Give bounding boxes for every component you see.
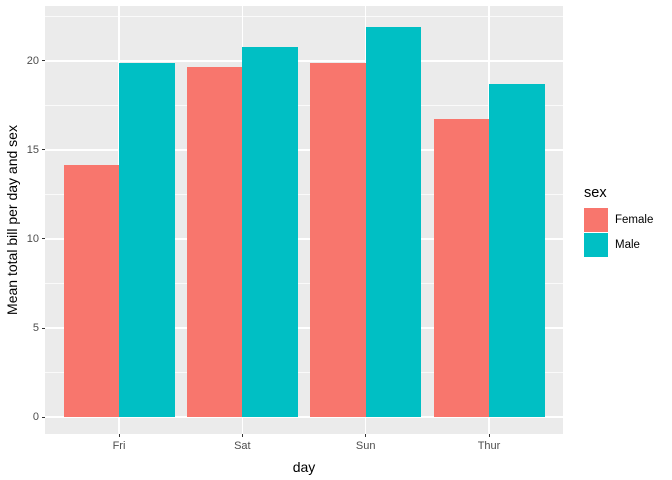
- y-tick-label: 5: [32, 322, 39, 335]
- legend-title: sex: [584, 185, 607, 201]
- bar-female-sat: [186, 66, 243, 418]
- x-tick-label-sun: Sun: [355, 440, 376, 452]
- legend-label: Male: [615, 239, 640, 251]
- legend-label: Female: [615, 214, 654, 226]
- x-axis-title: day: [292, 459, 316, 475]
- gridline-major: [45, 149, 563, 151]
- bar-female-fri: [63, 165, 119, 418]
- gridline-minor: [45, 283, 563, 284]
- legend-items: Female Male: [584, 208, 653, 257]
- x-tick-mark: [241, 434, 243, 437]
- bar-male-sun: [365, 27, 422, 418]
- gridline-minor: [45, 15, 563, 17]
- gridline-minor: [45, 372, 563, 373]
- x-tick-label-thur: Thur: [477, 440, 501, 452]
- plot-panel: [45, 6, 563, 434]
- y-tick-label: 10: [26, 232, 39, 245]
- gridline-minor: [45, 193, 563, 195]
- y-tick-mark: [42, 149, 45, 151]
- gridline-minor: [45, 104, 563, 106]
- legend-key-swatch: [584, 208, 608, 232]
- y-tick-label: 0: [32, 411, 39, 424]
- bar-female-sun: [310, 63, 366, 418]
- gridline-major: [45, 60, 563, 62]
- gridline-major: [45, 416, 563, 418]
- y-tick-label: 20: [26, 54, 39, 67]
- x-tick-mark: [118, 434, 120, 437]
- y-tick-mark: [42, 416, 45, 418]
- x-tick-label-sat: Sat: [234, 440, 251, 452]
- bar-male-sat: [242, 46, 298, 418]
- legend-item-female: Female: [584, 208, 653, 232]
- x-tick-mark: [488, 434, 490, 437]
- legend-key-swatch: [584, 233, 608, 257]
- y-tick-label: 15: [26, 143, 39, 156]
- y-tick-mark: [42, 238, 45, 240]
- legend-item-male: Male: [584, 233, 653, 257]
- gridline-major: [45, 327, 563, 329]
- bar-male-thur: [489, 83, 545, 418]
- x-tick-mark: [365, 434, 367, 437]
- bar-male-fri: [119, 63, 175, 418]
- bar-female-thur: [433, 119, 489, 418]
- y-tick-mark: [42, 60, 45, 62]
- legend: sex Female Male: [584, 185, 653, 258]
- gridline-major: [45, 238, 563, 240]
- y-axis-title: Mean total bill per day and sex: [4, 125, 20, 315]
- y-tick-mark: [42, 327, 45, 329]
- x-tick-label-fri: Fri: [112, 440, 126, 452]
